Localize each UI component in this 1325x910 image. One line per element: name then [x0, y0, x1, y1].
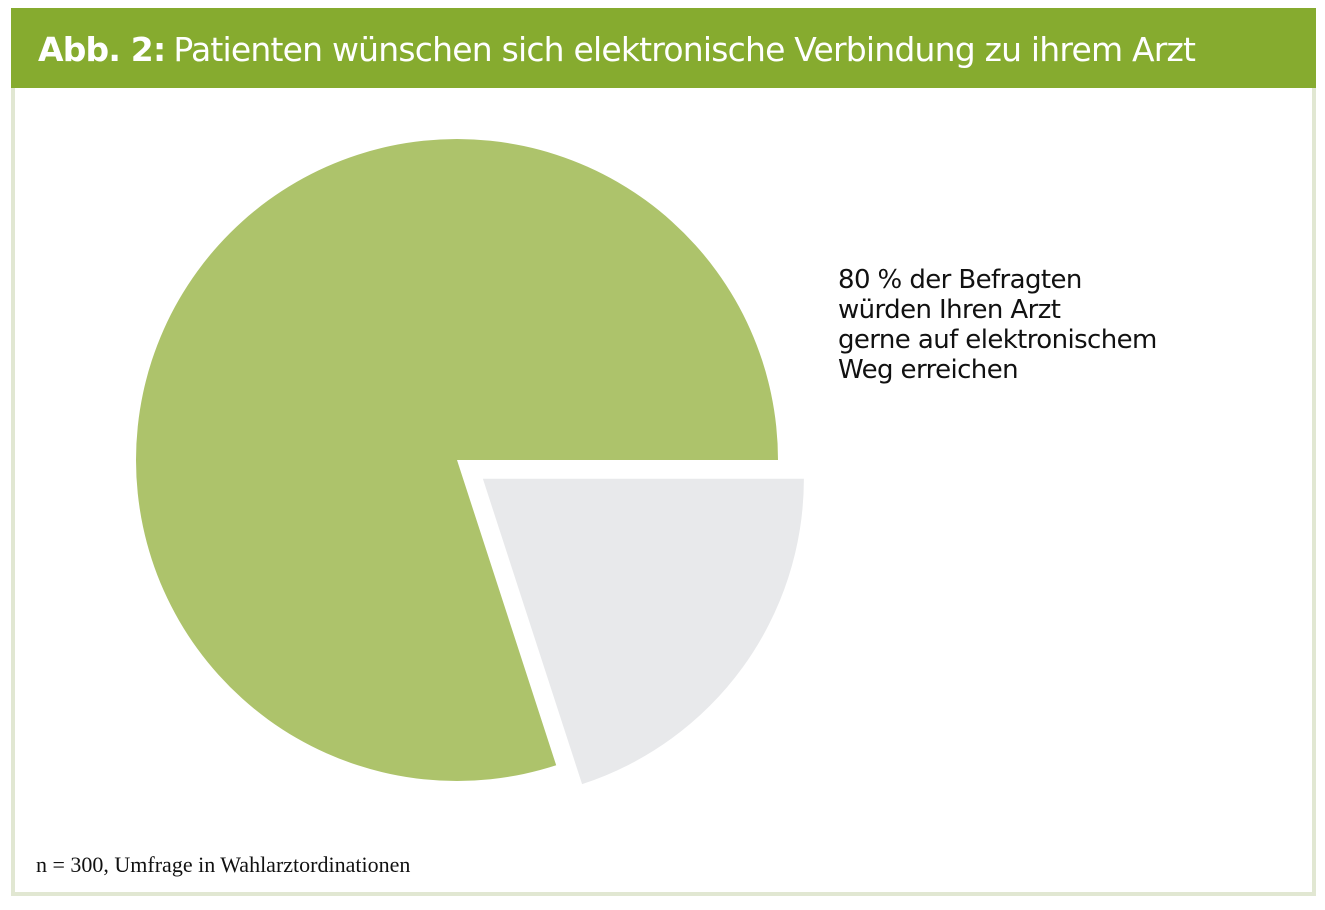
footnote: n = 300, Umfrage in Wahlarztordinationen	[36, 852, 411, 877]
chart-title: Abb. 2: Patienten wünschen sich elektroni…	[38, 30, 1196, 69]
pie-slice-80	[135, 138, 778, 781]
figure-number: Abb. 2:	[38, 30, 166, 69]
pie-slice-20	[482, 478, 804, 785]
chart-frame	[11, 8, 1316, 896]
annotation-line: gerne auf elektronischem	[838, 325, 1157, 355]
chart-header: Abb. 2: Patienten wünschen sich elektroni…	[11, 8, 1316, 88]
title-text: Patienten wünschen sich elektronische Ve…	[173, 30, 1196, 69]
annotation: 80 % der Befragten würden Ihren Arzt ger…	[838, 265, 1157, 385]
annotation-line: Weg erreichen	[838, 355, 1019, 385]
annotation-line: 80 % der Befragten	[838, 265, 1082, 295]
annotation-line: würden Ihren Arzt	[838, 295, 1061, 325]
